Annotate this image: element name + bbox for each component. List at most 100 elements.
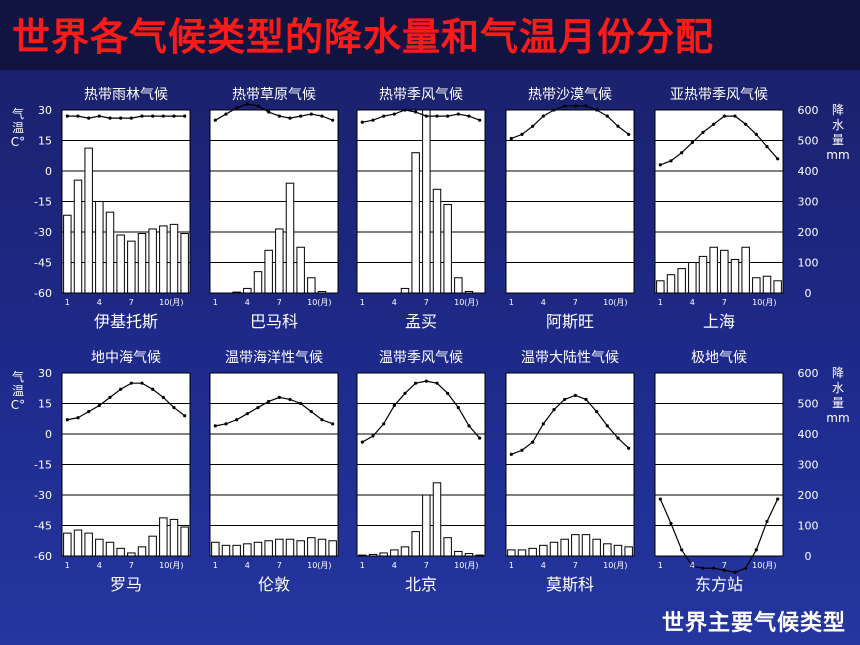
temp-point (733, 114, 737, 118)
chart-title: 温带海洋性气候 (225, 350, 323, 366)
temp-point (690, 140, 694, 145)
temp-tick-label: 30 (38, 367, 52, 380)
precip-bar (243, 287, 252, 294)
x-tick-label: 10(月) (159, 561, 183, 570)
temp-point (140, 381, 144, 385)
precip-bar (296, 246, 305, 294)
temp-point (765, 519, 769, 524)
precip-bar (169, 518, 179, 557)
precip-bar (752, 277, 761, 294)
temp-point (382, 114, 386, 118)
temp-point (382, 422, 386, 426)
temp-point (765, 145, 769, 149)
temp-point (213, 118, 217, 122)
climate-chart: 温带海洋性气候 1 4 7 10(月) 伦敦 (209, 350, 339, 594)
temp-point (183, 114, 187, 118)
temp-point (478, 118, 482, 122)
location-label: 东方站 (695, 575, 743, 594)
x-tick-label: 4 (392, 298, 397, 307)
x-tick-label: 1 (65, 298, 70, 307)
precip-bar (432, 188, 442, 294)
location-label: 罗马 (110, 575, 142, 594)
temp-axis: 30 15 0 -15 -30 -45 -60 气温C° (11, 367, 52, 563)
precip-bar (221, 544, 231, 557)
temp-point (616, 436, 620, 440)
precip-bar (84, 532, 93, 557)
x-tick-label: 4 (690, 561, 695, 570)
precip-bar (253, 541, 263, 557)
precip-bar (328, 540, 337, 557)
precip-bar (285, 182, 295, 294)
precip-bar (677, 268, 686, 294)
precip-bar (105, 541, 115, 557)
temp-point (414, 110, 418, 114)
climate-chart: 温带季风气候 1 4 7 10(月) 北京 (356, 350, 486, 594)
climate-chart: 热带季风气候 1 4 7 10(月) 孟买 (356, 87, 486, 331)
temp-tick-label: -60 (34, 287, 52, 300)
temp-point (509, 136, 513, 141)
x-tick-label: 1 (360, 298, 365, 307)
climate-chart: 热带沙漠气候 1 4 7 10(月) 阿斯旺 (505, 87, 635, 331)
precip-bar (400, 546, 410, 557)
precip-bar (116, 234, 125, 294)
temp-axis-label: 温 (12, 384, 24, 398)
precip-bar (443, 537, 452, 557)
temp-point (256, 405, 260, 410)
climate-chart: 亚热带季风气候 1 4 7 10(月) 上海 (654, 87, 784, 331)
precip-bar (264, 540, 273, 557)
temp-point (669, 521, 673, 526)
precip-bar (464, 553, 474, 557)
temp-point (76, 114, 80, 118)
precip-bar (148, 228, 157, 294)
precip-tick-label: 300 (798, 196, 819, 209)
temp-point (754, 548, 758, 552)
precip-bar (275, 538, 284, 557)
temp-point (658, 497, 662, 501)
precip-bar (698, 255, 708, 294)
temp-tick-label: -15 (34, 459, 52, 472)
x-tick-label: 10(月) (307, 298, 331, 307)
precip-bar (275, 228, 284, 294)
x-tick-label: 10(月) (752, 561, 776, 570)
temp-line (511, 105, 630, 140)
temp-point (277, 114, 281, 118)
temp-point (552, 408, 556, 412)
location-label: 北京 (405, 575, 437, 594)
temp-point (584, 397, 588, 402)
temp-tick-label: -15 (34, 196, 52, 209)
precip-bar (762, 275, 772, 294)
temp-point (616, 124, 620, 128)
x-tick-label: 7 (424, 298, 429, 307)
temp-point (605, 114, 609, 118)
location-label: 上海 (703, 312, 735, 331)
precip-bar (528, 547, 537, 557)
precip-bar (411, 152, 420, 294)
precip-bar (159, 225, 168, 294)
temp-point (424, 114, 428, 118)
chart-title: 温带季风气候 (379, 350, 463, 366)
temp-point (65, 418, 69, 422)
temp-tick-label: 0 (45, 165, 52, 178)
temp-tick-label: -60 (34, 550, 52, 563)
precip-bar (656, 280, 665, 294)
temp-point (541, 422, 545, 426)
precip-bar (264, 249, 273, 294)
temp-point (245, 102, 249, 106)
temp-point (392, 403, 396, 408)
temp-point (680, 548, 684, 552)
temp-point (733, 570, 737, 574)
temp-point (129, 116, 133, 120)
temp-tick-label: -45 (34, 257, 52, 270)
precip-bar (475, 554, 484, 557)
precip-bar (581, 534, 591, 557)
precip-bar (63, 214, 72, 294)
location-label: 莫斯科 (546, 575, 594, 594)
precip-bar (127, 240, 136, 294)
precip-axis-label: 水 (832, 381, 844, 395)
temp-point (669, 159, 673, 163)
temp-point (331, 422, 335, 426)
precip-bar (180, 526, 189, 557)
location-label: 阿斯旺 (546, 312, 594, 331)
x-tick-label: 1 (658, 561, 663, 570)
